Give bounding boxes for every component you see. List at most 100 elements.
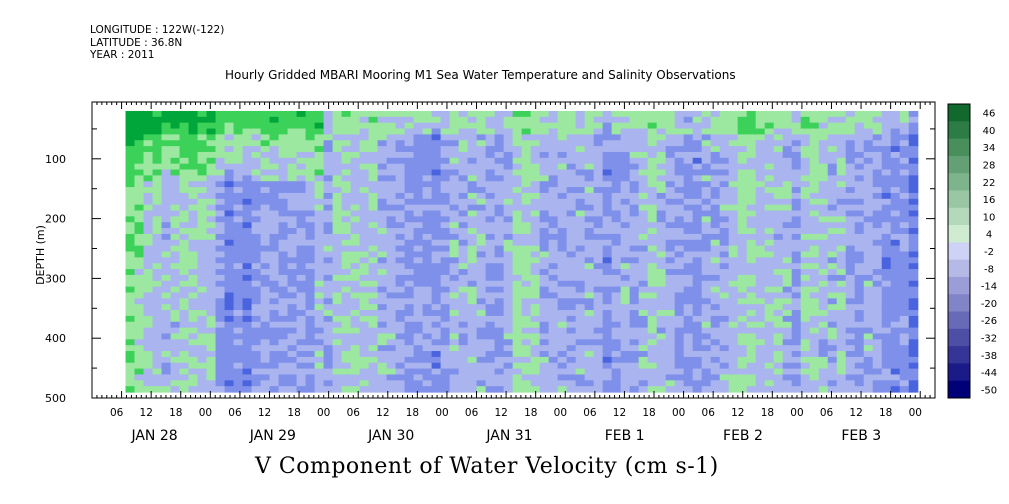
heat-cell [359,233,370,241]
heat-cell [278,356,289,364]
heat-cell [467,321,478,329]
heat-cell [863,128,874,135]
heat-cell [809,134,820,141]
heat-cell [278,134,289,141]
heat-cell [836,333,847,340]
heat-cell [125,122,136,130]
heat-cell [872,374,883,381]
heat-cell [395,192,406,200]
heat-cell [125,380,136,387]
heat-cell [467,228,478,235]
heat-cell [908,374,919,381]
heat-cell [296,233,307,241]
heat-cell [908,362,919,370]
heat-cell [269,210,280,217]
heat-cell [287,321,298,329]
heat-cell [629,233,640,241]
heat-cell [683,239,694,247]
heat-cell [800,304,811,311]
heat-cell [449,286,460,294]
heat-cell [422,269,433,276]
heat-cell [710,192,721,200]
heat-cell [386,292,397,299]
heat-cell [431,222,442,229]
heat-cell [413,321,424,329]
heat-cell [251,116,262,124]
heat-cell [395,140,406,147]
heat-cell [287,128,298,135]
heat-cell [746,198,757,206]
heat-cell [818,292,829,299]
heat-cell [143,151,154,159]
heat-cell [602,110,613,118]
heat-cell [719,333,730,340]
heat-cell [494,269,505,276]
heat-cell [539,210,550,217]
heat-cell [431,192,442,200]
heat-cell [197,274,208,282]
heat-cell [620,286,631,294]
heat-cell [233,239,244,247]
heat-cell [287,175,298,182]
heat-cell [350,116,361,124]
heat-cell [314,134,325,141]
heat-cell [701,251,712,258]
heat-cell [773,146,784,153]
heat-cell [260,280,271,288]
heat-cell [872,310,883,317]
heat-cell [782,163,793,171]
heat-cell [791,116,802,124]
heat-cell [314,345,325,352]
heat-cell [575,151,586,159]
heat-cell [773,245,784,253]
heat-cell [179,239,190,247]
heat-cell [314,198,325,206]
heat-cell [566,216,577,223]
heat-cell [521,210,532,217]
heat-cell [692,204,703,212]
heat-cell [152,380,163,387]
heat-cell [512,134,523,141]
heat-cell [755,368,766,376]
heat-cell [890,315,901,323]
heat-cell [440,187,451,194]
heat-cell [872,257,883,264]
heat-cell [908,292,919,299]
heat-cell [800,386,811,393]
heat-cell [422,192,433,200]
heat-cell [386,339,397,346]
heat-cell [872,134,883,141]
heat-cell [656,327,667,335]
heat-cell [368,146,379,153]
heat-cell [206,298,217,305]
heat-cell [152,362,163,370]
heat-cell [269,362,280,370]
heat-cell [512,251,523,258]
heat-cell [440,315,451,323]
heat-cell [638,280,649,288]
heat-cell [359,146,370,153]
heat-cell [188,163,199,171]
heat-cell [827,116,838,124]
heat-cell [818,181,829,188]
heat-cell [647,239,658,247]
heat-cell [125,163,136,171]
heat-cell [350,351,361,358]
heat-cell [908,192,919,200]
heat-cell [665,286,676,294]
heat-cell [755,146,766,153]
heat-cell [809,310,820,317]
heat-cell [656,386,667,393]
heat-cell [908,222,919,229]
heat-cell [674,292,685,299]
heat-cell [647,298,658,305]
heat-cell [710,187,721,194]
heat-cell [629,298,640,305]
heat-cell [278,222,289,229]
heat-cell [809,251,820,258]
heat-cell [674,374,685,381]
heat-cell [845,216,856,223]
heat-cell [530,333,541,340]
heat-cell [350,286,361,294]
heat-cell [224,122,235,130]
